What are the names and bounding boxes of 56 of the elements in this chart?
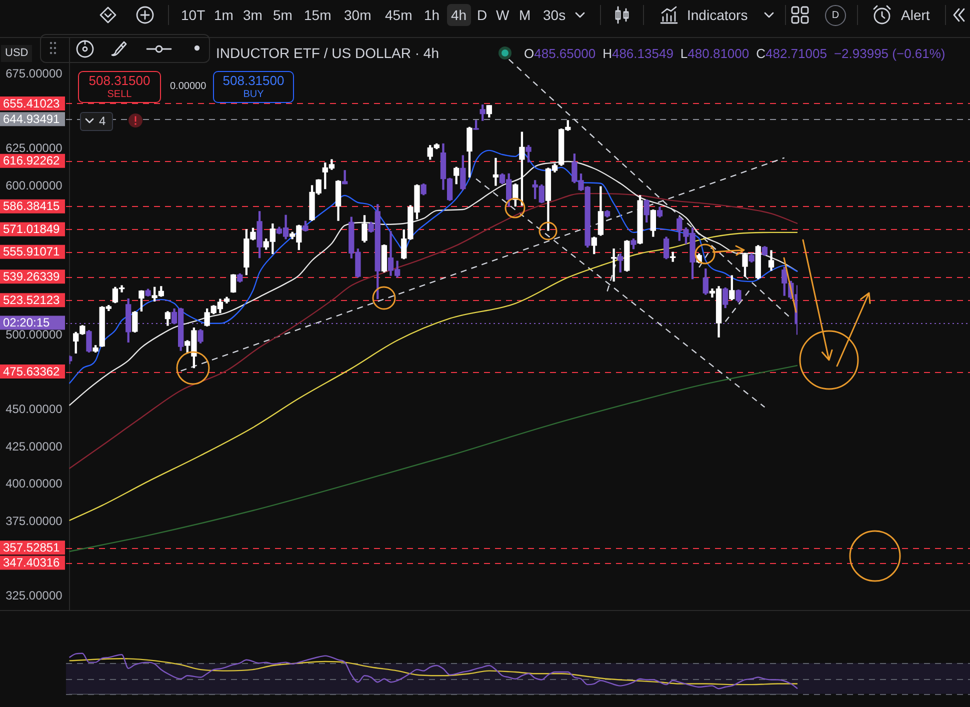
annotation: 508.31500 xyxy=(88,73,150,88)
ref-line-label: 571.01849 xyxy=(3,222,60,236)
text: −2.93995 (−0.61%) xyxy=(834,46,946,61)
text: 5m xyxy=(273,7,292,23)
text: Alert xyxy=(901,7,930,23)
annotation: 4 xyxy=(99,114,106,128)
text: M xyxy=(519,7,531,23)
text: 45m xyxy=(385,7,412,23)
y-tick-label: 325.00000 xyxy=(6,588,63,602)
annotation: 508.31500 xyxy=(222,73,284,88)
annotation: 480.81000 xyxy=(688,46,750,61)
text: 15m xyxy=(304,7,332,23)
avatar: D xyxy=(825,5,846,26)
text: 30m xyxy=(344,7,372,23)
annotation: O xyxy=(524,46,534,61)
text: INDUCTOR ETF / US DOLLAR · 4h xyxy=(216,45,440,61)
annotation: 0.00000 xyxy=(170,81,206,92)
sell-button: 508.31500 SELL xyxy=(78,71,161,103)
ref-line-label: 357.52851 xyxy=(3,540,60,554)
ref-line-label: 523.52123 xyxy=(3,292,60,307)
y-tick-label: 675.00000 xyxy=(6,66,63,81)
y-tick-label: 400.00000 xyxy=(6,476,63,491)
text: 30s xyxy=(543,7,566,23)
text: Indicators xyxy=(687,7,748,23)
ref-line-label: 555.91071 xyxy=(3,244,60,259)
ref-line-label: 347.40316 xyxy=(3,556,60,570)
text: W xyxy=(496,7,510,23)
text: 4h xyxy=(447,4,471,26)
annotation: 486.13549 xyxy=(612,46,674,61)
y-tick-label: 600.00000 xyxy=(6,178,63,192)
text: 02:20:15 xyxy=(3,316,50,330)
annotation: H xyxy=(602,46,612,61)
annotation: SELL xyxy=(107,89,132,100)
buy-button: 508.31500 BUY xyxy=(213,71,294,103)
ref-line-label: 616.92262 xyxy=(3,154,60,168)
annotation: BUY xyxy=(243,89,264,100)
annotation: 482.71005 xyxy=(766,46,827,61)
annotation: C xyxy=(756,46,766,61)
y-tick-label: 500.00000 xyxy=(6,327,63,342)
y-tick-label: 625.00000 xyxy=(6,141,63,156)
text: USD xyxy=(1,45,32,62)
annotation: 485.65000 xyxy=(534,46,596,61)
ref-line-label: 539.26339 xyxy=(3,269,60,284)
ref-line-label: 644.93491 xyxy=(3,112,60,126)
y-tick-label: 425.00000 xyxy=(6,439,63,454)
ref-line-label: 655.41023 xyxy=(3,96,60,110)
text: 3m xyxy=(243,7,262,23)
ref-line-label: 586.38415 xyxy=(3,199,60,214)
text: D xyxy=(477,7,488,23)
text: 1h xyxy=(424,7,440,23)
annotation: L xyxy=(680,46,688,61)
ref-line-label: 475.63362 xyxy=(3,364,60,378)
text: 1m xyxy=(214,7,234,23)
text: 10T xyxy=(181,7,206,23)
y-tick-label: 375.00000 xyxy=(6,514,63,528)
y-tick-label: 450.00000 xyxy=(6,402,63,416)
